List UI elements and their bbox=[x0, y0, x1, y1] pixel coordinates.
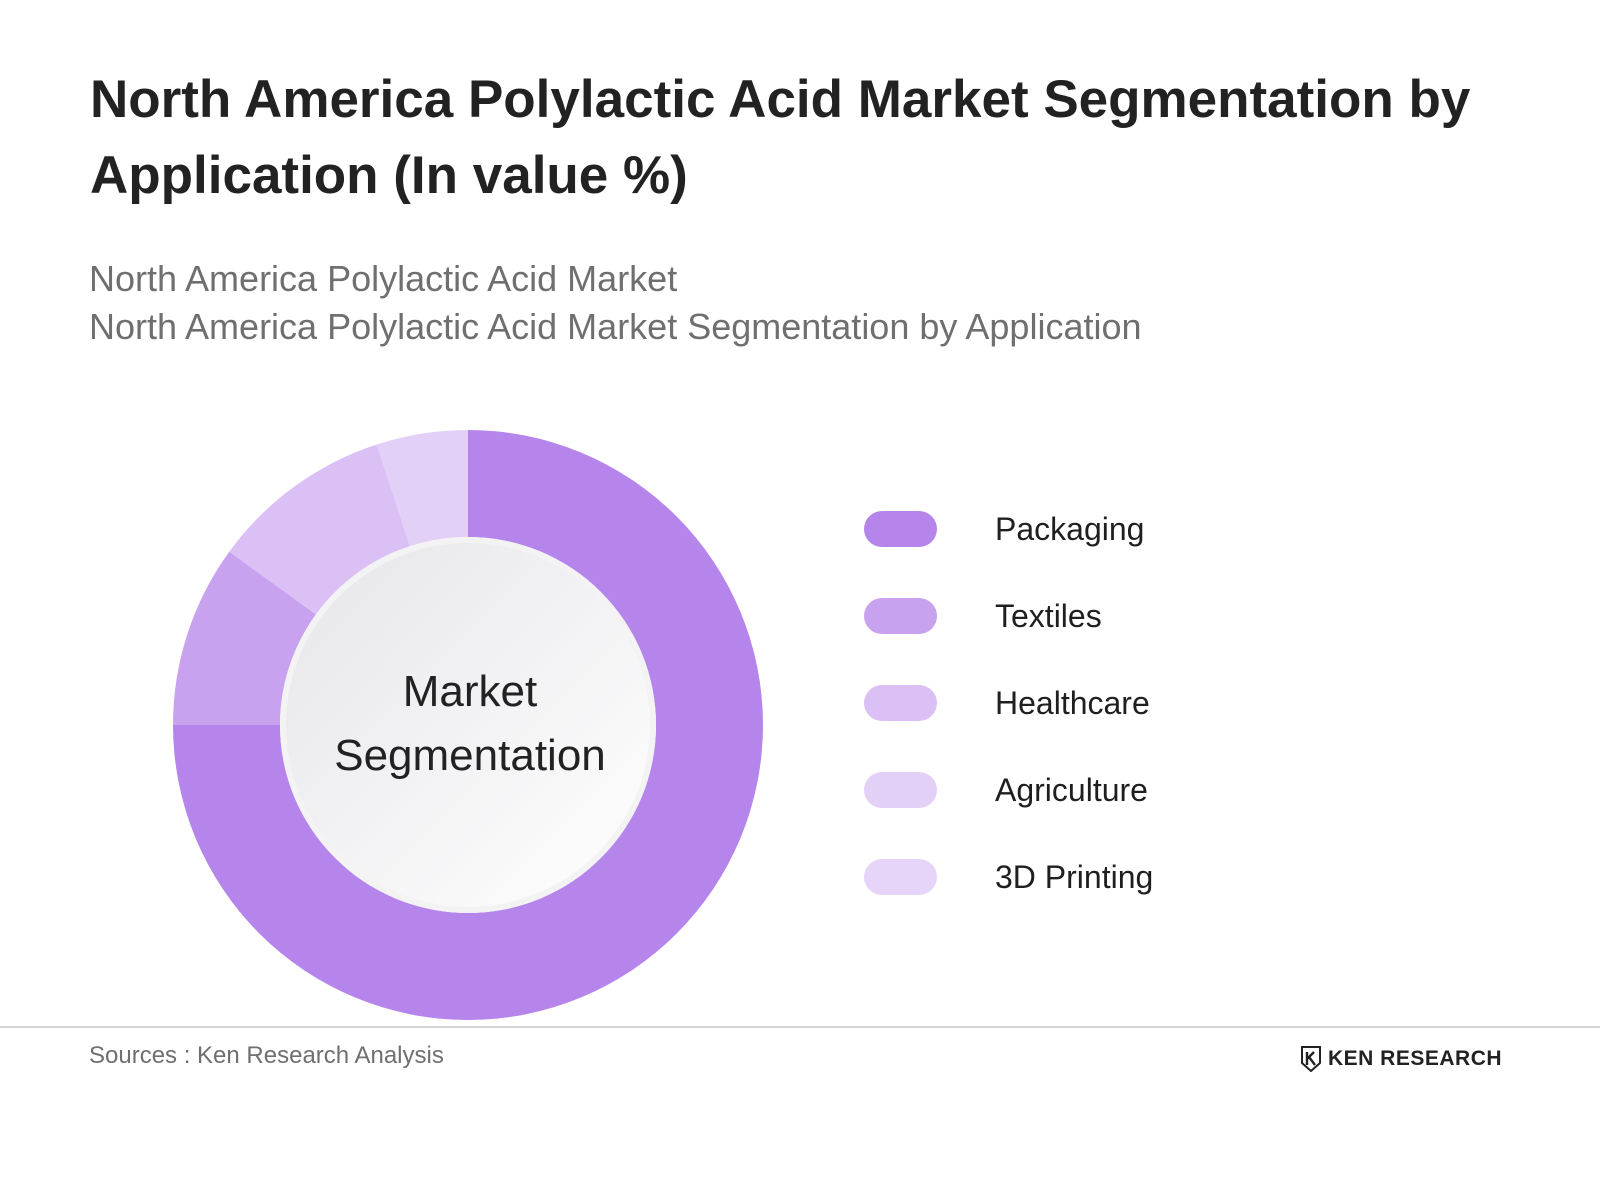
legend-label: Agriculture bbox=[995, 772, 1148, 808]
legend-item-packaging: Packaging bbox=[864, 509, 1264, 549]
legend-label: Healthcare bbox=[995, 685, 1150, 721]
donut-slice-packaging bbox=[173, 430, 763, 1020]
legend-label: Packaging bbox=[995, 511, 1145, 547]
source-note: Sources : Ken Research Analysis bbox=[89, 1042, 444, 1069]
donut-slices bbox=[173, 430, 763, 1020]
donut-center-label: Market Segmentation bbox=[334, 667, 606, 780]
ken-research-logo: KEN RESEARCH bbox=[1300, 1046, 1502, 1072]
legend-item-3d-printing: 3D Printing bbox=[864, 857, 1264, 897]
legend-item-agriculture: Agriculture bbox=[864, 770, 1264, 810]
legend-item-textiles: Textiles bbox=[864, 596, 1264, 636]
donut-slice-agriculture bbox=[376, 430, 468, 547]
logo-text: KEN RESEARCH bbox=[1328, 1047, 1503, 1070]
chart-title: North America Polylactic Acid Market Seg… bbox=[90, 70, 1471, 205]
donut-slice-textiles bbox=[173, 551, 316, 725]
subtitle-line-1: North America Polylactic Acid Market bbox=[89, 258, 678, 299]
legend-swatch bbox=[864, 859, 937, 895]
subtitle-line-2: North America Polylactic Acid Market Seg… bbox=[89, 306, 1142, 347]
legend-item-healthcare: Healthcare bbox=[864, 683, 1264, 723]
legend-swatch bbox=[864, 511, 937, 547]
donut-slice-healthcare bbox=[229, 444, 410, 615]
donut-center-disc bbox=[286, 543, 650, 907]
chart-subtitle: North America Polylactic Acid Market Nor… bbox=[89, 255, 1142, 351]
legend-swatch bbox=[864, 772, 937, 808]
ken-research-logo-mark bbox=[1301, 1046, 1321, 1072]
legend-label: 3D Printing bbox=[995, 859, 1154, 895]
legend-swatch bbox=[864, 685, 937, 721]
legend-swatch bbox=[864, 598, 937, 634]
legend-label: Textiles bbox=[995, 598, 1102, 634]
footer-divider bbox=[0, 1026, 1600, 1028]
